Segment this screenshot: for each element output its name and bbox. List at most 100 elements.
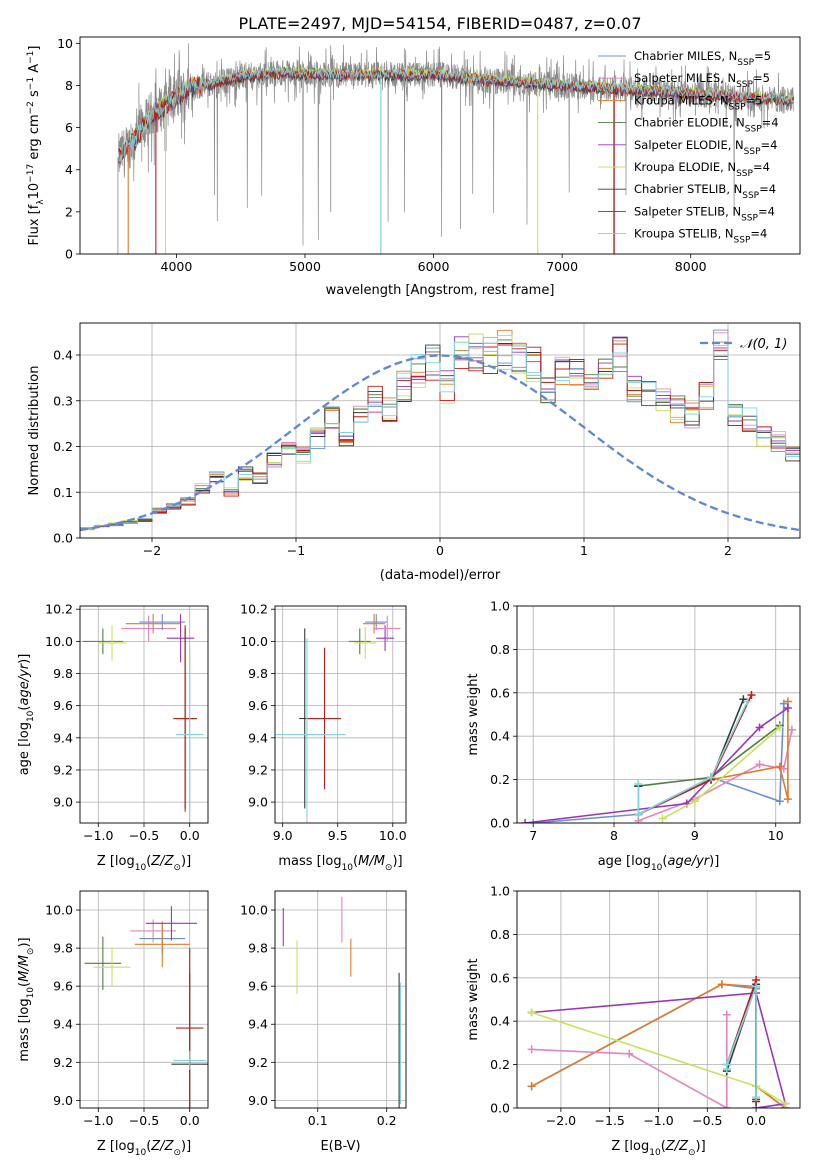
series-salpeter-miles <box>527 1010 731 1108</box>
label-part: Flux [f <box>27 204 42 245</box>
series-kroupa-stelib <box>722 982 761 1102</box>
errorbar-point-chabrier-elodie <box>348 628 371 655</box>
label-part: M/M <box>358 854 385 869</box>
series-marker <box>707 773 716 782</box>
label-part: −1 <box>26 51 36 64</box>
label-part: 10 <box>27 183 42 200</box>
label-part: ⊙ <box>173 863 181 873</box>
y-tick-label: 10.0 <box>45 903 73 918</box>
legend-label-normal: 𝒩(0, 1) <box>740 337 787 352</box>
y-tick-label: 9.0 <box>53 795 73 810</box>
label-part: −17 <box>26 164 36 183</box>
series-marker <box>634 810 643 819</box>
label-part: 10 <box>26 987 36 999</box>
series-marker <box>521 819 530 823</box>
label-part: mass [log <box>17 998 32 1061</box>
x-tick-label: −1.0 <box>83 828 113 843</box>
x-tick-label: 7 <box>529 828 537 843</box>
y-tick-label: 10.0 <box>240 634 268 649</box>
x-tick-label: −1.5 <box>595 1113 625 1128</box>
errorbar-point-kroupa-stelib <box>176 646 204 823</box>
series-marker <box>775 723 784 732</box>
axes-frame <box>274 605 407 824</box>
label-part: Kroupa MILES, N <box>634 93 729 107</box>
label-part: age/yr <box>17 662 32 705</box>
y-tick-label: 0.8 <box>490 927 510 942</box>
x-tick-label: 1 <box>580 543 588 558</box>
label-part: )] <box>392 854 402 869</box>
axes-frame <box>79 322 801 539</box>
legend-label-kroupa-stelib: Kroupa STELIB, NSSP=4 <box>634 227 767 246</box>
label-part: ⊙ <box>173 1148 181 1158</box>
label-part: Z [log <box>611 1139 649 1154</box>
errorbar-point-kroupa-miles <box>134 921 190 968</box>
series-marker <box>781 1099 790 1108</box>
x-tick-label: 0.1 <box>308 1113 328 1128</box>
y-tick-label: 6 <box>65 120 73 135</box>
plot-area-age_vs_mass <box>275 614 401 823</box>
x-tick-label: −1.0 <box>83 1113 113 1128</box>
axes-frame <box>274 890 407 1109</box>
label-part: 10 <box>342 863 354 873</box>
series-marker <box>529 819 538 823</box>
label-part: SSP <box>729 102 746 112</box>
plot-area-spectrum <box>117 43 794 254</box>
label-part: ( <box>661 1139 666 1154</box>
y-tick-label: 1.0 <box>490 599 510 614</box>
legend-label-salpeter-stelib: Salpeter STELIB, NSSP=4 <box>634 204 775 223</box>
errorbar-point-kroupa-elodie <box>98 625 126 661</box>
series-marker <box>658 814 667 823</box>
x-tick-label: −1 <box>287 543 305 558</box>
y-tick-label: 10.2 <box>240 602 268 617</box>
x-tick-label: 9.0 <box>273 828 293 843</box>
x-tick-label: 9.5 <box>328 828 348 843</box>
errorbar-point-chabrier-miles <box>139 614 186 631</box>
label-part: =4 <box>761 138 778 152</box>
y-tick-label: 0.2 <box>490 772 510 787</box>
plot-area-age_vs_Z <box>82 614 204 823</box>
label-part: =4 <box>759 182 776 196</box>
legend-label-salpeter-elodie: Salpeter ELODIE, NSSP=4 <box>634 138 777 157</box>
y-tick-label: 9.6 <box>53 979 73 994</box>
y-tick-label: 9.8 <box>53 941 73 956</box>
series-marker <box>752 982 761 991</box>
label-part: SSP <box>736 80 753 90</box>
label-part: age [log <box>17 722 32 775</box>
y-tick-label: 9.4 <box>53 730 73 745</box>
series-line <box>637 701 789 816</box>
y-tick-label: 0.2 <box>53 439 73 454</box>
label-part: mass [log <box>278 854 341 869</box>
series-line <box>726 984 757 1102</box>
series-marker <box>527 1008 536 1017</box>
label-part: =5 <box>745 93 762 107</box>
label-part: ( <box>353 854 358 869</box>
y-tick-label: 0.6 <box>490 685 510 700</box>
label-part: Z/Z <box>150 854 174 869</box>
label-part: =4 <box>750 227 767 241</box>
series-marker <box>747 690 756 699</box>
mass_weight_vs_age-x-axis-label: age [log10(age/yr)] <box>598 854 720 873</box>
label-part: SSP <box>736 169 753 179</box>
series-marker <box>717 980 726 989</box>
plot-area-mass_vs_ebv <box>282 896 402 1108</box>
axes-age_vs_Z: −1.0 −0.5 0.0 9.0 9.2 9.4 9.6 9.8 10.0 10.2 age [l… <box>17 602 209 873</box>
y-tick-label: 1.0 <box>490 884 510 899</box>
series-kroupa-stelib <box>634 697 752 819</box>
series-marker <box>690 797 699 806</box>
label-part: Chabrier STELIB, N <box>634 182 742 196</box>
errorbar-point-salpeter-elodie <box>166 614 195 663</box>
axes-mass_vs_ebv: 0.1 0.2 9.0 9.2 9.4 9.6 9.8 10.0 E(B-V) <box>240 890 407 1154</box>
label-part: age [log <box>598 854 651 869</box>
label-part: SSP <box>741 213 758 223</box>
y-tick-label: 0.4 <box>490 729 510 744</box>
label-part: Z [log <box>97 854 135 869</box>
errorbar-point-kroupa-miles <box>363 614 386 634</box>
label-part: ( <box>17 982 32 987</box>
x-tick-label: −1.0 <box>643 1113 673 1128</box>
label-part: =4 <box>758 204 775 218</box>
label-part: ( <box>146 1139 151 1154</box>
errorbar-point-salpeter-elodie <box>145 906 198 941</box>
residuals-x-axis-label: (data-model)/error <box>380 568 501 583</box>
errorbar-point-salpeter-miles <box>121 615 176 642</box>
histogram-kroupa-elodie <box>80 333 800 531</box>
